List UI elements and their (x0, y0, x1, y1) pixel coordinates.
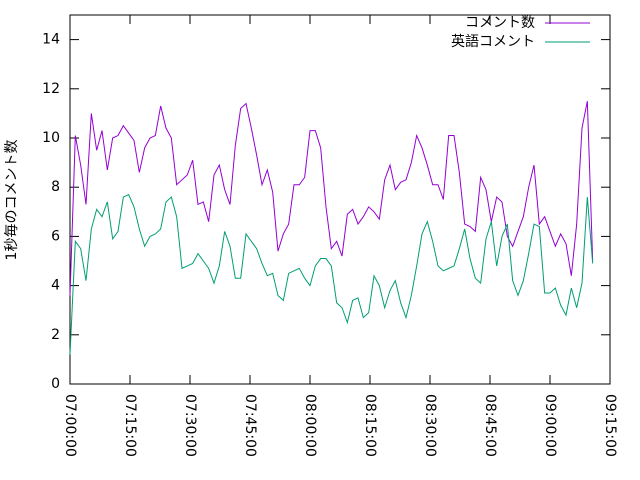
series-line (69, 101, 594, 296)
y-tick-label: 10 (42, 130, 60, 146)
y-axis-label: 1秒毎のコメント数 (4, 140, 20, 261)
y-tick-label: 8 (51, 179, 60, 195)
x-tick-label: 07:45:00 (242, 394, 258, 457)
legend-label: 英語コメント (451, 33, 535, 50)
x-tick-label: 09:15:00 (602, 394, 618, 457)
x-tick-label: 07:00:00 (62, 394, 78, 457)
plot-border (69, 14, 611, 385)
y-tick-label: 4 (51, 278, 60, 294)
x-tick-label: 08:15:00 (362, 394, 378, 457)
y-tick-label: 0 (51, 376, 60, 392)
y-tick-label: 12 (42, 81, 60, 97)
series-line (69, 193, 594, 355)
y-tick-label: 2 (51, 327, 60, 343)
x-tick-label: 08:00:00 (302, 394, 318, 457)
x-tick-label: 07:30:00 (182, 394, 198, 457)
x-tick-label: 07:15:00 (122, 394, 138, 457)
y-tick-label: 14 (42, 32, 60, 48)
x-tick-label: 08:30:00 (422, 394, 438, 457)
y-tick-label: 6 (51, 228, 60, 244)
legend-label: コメント数 (465, 15, 535, 31)
x-tick-label: 08:45:00 (482, 394, 498, 457)
x-tick-label: 09:00:00 (542, 394, 558, 457)
